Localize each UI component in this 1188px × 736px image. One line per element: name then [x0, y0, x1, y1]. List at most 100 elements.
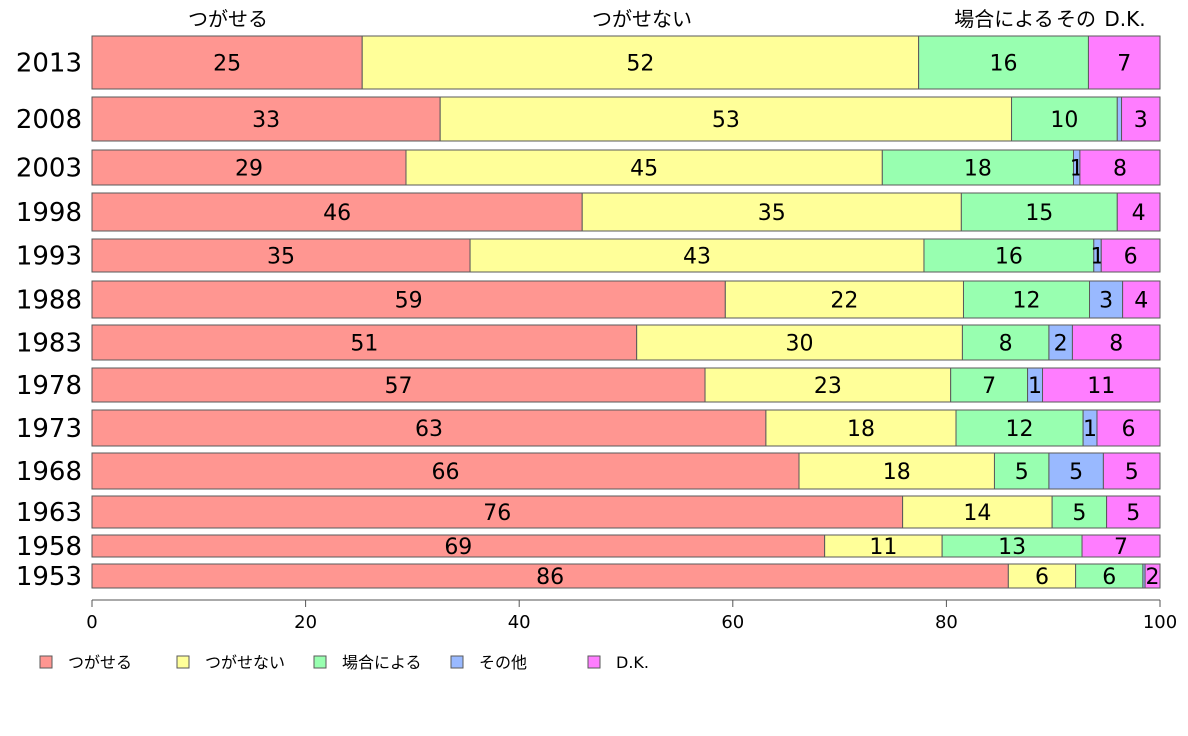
segment-label: 35 [758, 201, 786, 226]
bar-segment [1051, 495, 1108, 529]
segment-label: 6 [1102, 565, 1116, 590]
top-label-1: つがせない [592, 7, 692, 31]
segment-label: 6 [1124, 245, 1138, 270]
segment-label: 33 [252, 108, 280, 133]
legend-swatch [450, 655, 464, 669]
bar-segment [1121, 96, 1161, 142]
bar-segment [1100, 238, 1161, 273]
year-label-2008: 2008 [16, 105, 82, 135]
bar-segment [798, 452, 995, 490]
segment-label: 52 [626, 52, 654, 77]
legend-label: 場合による [342, 653, 422, 672]
segment-label: 16 [995, 245, 1023, 270]
segment-label: 51 [350, 332, 378, 357]
bar-segment [1102, 452, 1161, 490]
segment-label: 5 [1015, 460, 1029, 485]
segment-label: 22 [830, 289, 858, 314]
segment-label: 11 [869, 535, 897, 560]
segment-label: 13 [998, 535, 1026, 560]
bar-segment [91, 280, 726, 319]
bar-segment [1079, 149, 1161, 186]
segment-label: 46 [323, 201, 351, 226]
bar-segment [993, 452, 1050, 490]
segment-label: 16 [990, 52, 1018, 77]
segment-label: 69 [444, 535, 472, 560]
segment-label: 10 [1050, 108, 1078, 133]
segment-label: 2 [1054, 332, 1068, 357]
top-label-2: 場合による [954, 7, 1053, 31]
bar-segment [1007, 563, 1077, 589]
segment-label: 30 [786, 332, 814, 357]
segment-label: 59 [395, 289, 423, 314]
segment-label: 45 [630, 157, 658, 182]
segment-label: 3 [1134, 108, 1148, 133]
segment-label: 5 [1072, 501, 1086, 526]
segment-label: 11 [1087, 374, 1115, 399]
bar-segment [91, 495, 904, 529]
bar-segment [91, 35, 363, 90]
segment-label: 1 [1083, 417, 1097, 442]
segment-label: 63 [415, 417, 443, 442]
bar-segment [962, 280, 1091, 319]
bar-segment [91, 452, 800, 490]
bar-segment [405, 149, 883, 186]
segment-label: 18 [847, 417, 875, 442]
segment-label: 2 [1146, 565, 1160, 590]
segment-label: 25 [213, 52, 241, 77]
segment-label: 57 [385, 374, 413, 399]
bar-segment [439, 96, 1013, 142]
bar-segment [1106, 495, 1161, 529]
bar-segment [1071, 324, 1161, 361]
top-labels: つがせる つがせない 場合による その D.K. [188, 7, 1146, 31]
year-label-1968: 1968 [16, 457, 82, 487]
bar-segment [1096, 409, 1161, 447]
segment-label: 66 [432, 460, 460, 485]
x-tick-label: 100 [1143, 612, 1177, 633]
legend-label: つがせない [205, 653, 285, 672]
bar-segment [91, 96, 441, 142]
year-label-1988: 1988 [16, 286, 82, 316]
segment-label: 43 [683, 245, 711, 270]
year-label-1973: 1973 [16, 414, 82, 444]
bar-segment [1116, 96, 1123, 142]
segment-label: 18 [964, 157, 992, 182]
bar-segment [1042, 367, 1161, 403]
segment-label: 5 [1125, 460, 1139, 485]
legend-label: つがせる [68, 653, 132, 672]
bar-segment [1048, 452, 1104, 490]
bar-segment [1075, 563, 1144, 589]
year-label-1978: 1978 [16, 371, 82, 401]
legend-label: D.K. [616, 653, 649, 672]
top-label-0: つがせる [188, 7, 268, 31]
segment-label: 18 [883, 460, 911, 485]
legend-label: その他 [479, 653, 527, 672]
segment-label: 86 [536, 565, 564, 590]
bar-segment [1087, 35, 1161, 90]
year-label-1953: 1953 [16, 562, 82, 592]
bar-segment [1122, 280, 1161, 319]
bar-segment [724, 280, 964, 319]
bar-segment [955, 409, 1084, 447]
bar-segment [91, 367, 706, 403]
bar-segment [1081, 534, 1161, 558]
x-tick-label: 80 [935, 612, 958, 633]
year-label-1958: 1958 [16, 532, 82, 562]
bar-segment [91, 149, 407, 186]
bar-segment [91, 192, 583, 232]
segment-label: 12 [1006, 417, 1034, 442]
bar-segment [91, 238, 471, 273]
year-label-2003: 2003 [16, 154, 82, 184]
bar-segment [91, 409, 767, 447]
segment-label: 3 [1099, 289, 1113, 314]
segment-label: 7 [1117, 52, 1131, 77]
bar-segment [469, 238, 925, 273]
segment-label: 35 [267, 245, 295, 270]
bar-segment [960, 192, 1118, 232]
segment-label: 6 [1121, 417, 1135, 442]
segment-label: 4 [1132, 201, 1146, 226]
legend-swatch [176, 655, 190, 669]
bar-segment [1116, 192, 1161, 232]
segment-label: 1 [1028, 374, 1042, 399]
